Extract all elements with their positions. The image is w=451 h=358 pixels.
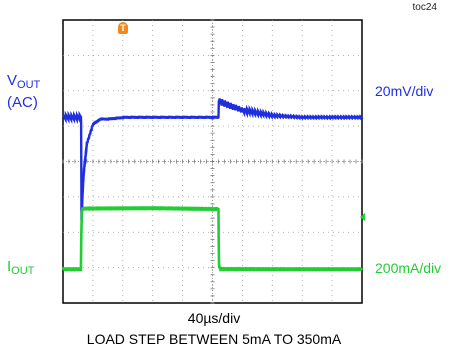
iout-name: I: [7, 258, 12, 275]
iout-scale: 200mA/div: [375, 260, 442, 276]
iout-channel-label: IOUT: [7, 258, 34, 277]
vout-scale: 20mV/div: [375, 83, 434, 99]
iout-trace: [61, 205, 363, 273]
chart-traces: [61, 98, 364, 273]
vout-name-sub: OUT: [17, 79, 41, 91]
trigger-marker-label: T: [120, 23, 126, 33]
iout-level-marker: [360, 213, 365, 221]
vout-name: V: [7, 72, 18, 89]
figure-caption: LOAD STEP BETWEEN 5mA TO 350mA: [86, 331, 342, 347]
figure-id: toc24: [412, 2, 437, 13]
timebase-label: 40µs/div: [187, 310, 241, 326]
trigger-marker: T: [118, 22, 128, 34]
chart-grid: [62, 19, 363, 304]
vout-channel-label: VOUT (AC): [7, 72, 40, 111]
vout-ac-label: (AC): [7, 94, 38, 111]
vout-trace: [61, 98, 364, 223]
iout-name-sub: OUT: [11, 265, 35, 277]
